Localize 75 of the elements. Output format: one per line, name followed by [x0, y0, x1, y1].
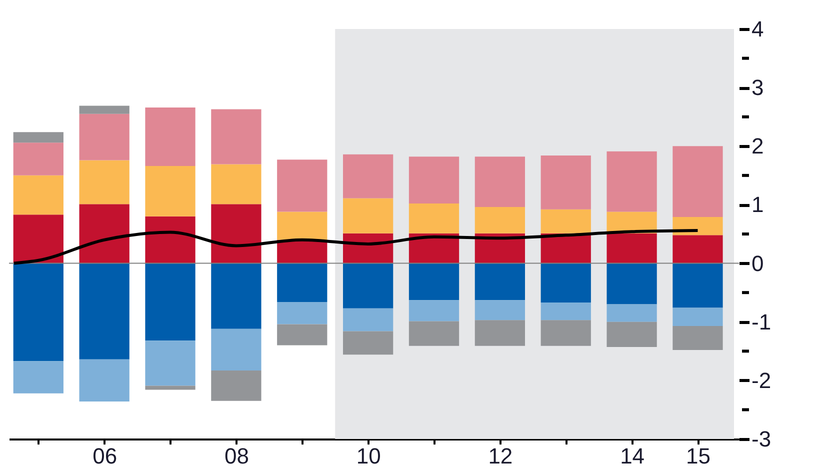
bar — [13, 132, 64, 143]
bar — [606, 304, 657, 322]
bar — [79, 263, 130, 360]
bar — [277, 263, 328, 302]
bar — [277, 212, 328, 240]
bar — [211, 370, 262, 401]
y-tick-label: -1 — [752, 309, 772, 334]
bar — [13, 214, 64, 264]
y-tick-label: 0 — [752, 250, 764, 276]
bar — [79, 204, 130, 264]
bar — [672, 235, 723, 264]
y-tick-label: 3 — [752, 75, 764, 100]
bar — [145, 107, 196, 166]
bar — [540, 209, 591, 234]
bar — [79, 106, 130, 114]
bar — [672, 326, 723, 350]
y-tick-label: 2 — [752, 134, 764, 159]
y-tick-label: -3 — [752, 426, 772, 452]
bar — [211, 164, 262, 204]
x-tick-label: 14 — [620, 444, 645, 468]
bar — [79, 359, 130, 402]
bar — [606, 151, 657, 212]
bar — [13, 263, 64, 362]
bar — [13, 361, 64, 394]
bar — [408, 204, 460, 234]
bar — [342, 263, 394, 308]
bar — [540, 156, 591, 210]
bar — [13, 175, 64, 215]
x-tick-label: 08 — [224, 444, 249, 468]
bar — [145, 340, 196, 386]
x-tick-label: 15 — [686, 444, 710, 468]
x-tick-label: 12 — [488, 444, 513, 468]
bar — [342, 198, 394, 234]
bar — [211, 109, 262, 164]
bar — [79, 114, 130, 160]
y-tick-label: -2 — [752, 368, 772, 393]
bar — [672, 308, 723, 326]
bar — [211, 204, 262, 264]
bar — [672, 263, 723, 308]
bar — [79, 160, 130, 204]
bar — [145, 263, 196, 341]
bar — [474, 320, 526, 346]
bar — [474, 300, 526, 320]
bar — [13, 142, 64, 176]
bar — [606, 263, 657, 304]
bar — [672, 146, 723, 218]
bar — [145, 386, 196, 390]
bar — [606, 233, 657, 264]
line-series — [12, 228, 700, 265]
bar — [342, 154, 394, 198]
x-tick-label: 06 — [92, 444, 118, 468]
bar — [540, 263, 591, 303]
bar — [408, 300, 460, 322]
x-tick-label: 10 — [356, 444, 381, 468]
bar — [211, 328, 262, 370]
bar — [342, 331, 394, 355]
bar — [408, 263, 460, 300]
bar — [145, 216, 196, 264]
bar — [277, 302, 328, 324]
bar — [342, 308, 394, 332]
bar — [408, 321, 460, 346]
y-tick-label: 1 — [752, 192, 764, 218]
bar — [606, 322, 657, 348]
bar — [474, 263, 526, 300]
bar — [672, 217, 723, 236]
bar — [474, 207, 526, 234]
bar — [277, 160, 328, 212]
y-tick-label: 4 — [752, 16, 764, 42]
bar — [408, 156, 460, 204]
bar — [211, 263, 262, 329]
bar — [277, 324, 328, 346]
bar — [540, 320, 591, 346]
bar — [145, 166, 196, 216]
bar — [540, 302, 591, 320]
bar — [474, 156, 526, 208]
